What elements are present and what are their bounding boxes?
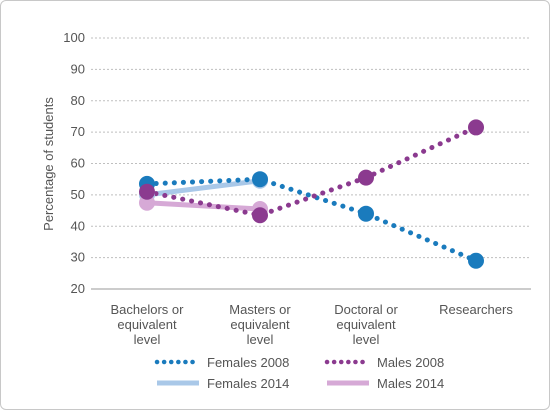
data-point bbox=[252, 171, 268, 188]
y-tick-label: 60 bbox=[71, 156, 85, 171]
category-label: Researchers bbox=[439, 302, 513, 317]
y-tick-label: 20 bbox=[71, 281, 85, 296]
data-point bbox=[139, 183, 155, 200]
y-tick-label: 40 bbox=[71, 218, 85, 233]
legend: Females 2008 Males 2008 Females 2014 Males … bbox=[154, 355, 444, 391]
series-line-females-2014 bbox=[144, 178, 263, 198]
y-axis-ticks: 20 30 40 50 60 70 80 90 100 bbox=[63, 30, 85, 296]
y-tick-label: 90 bbox=[71, 61, 85, 76]
data-point bbox=[139, 194, 155, 211]
y-tick-label: 80 bbox=[71, 93, 85, 108]
series-lines bbox=[144, 124, 479, 264]
data-point bbox=[468, 252, 484, 269]
y-tick-label: 50 bbox=[71, 187, 85, 202]
x-axis-categories: Bachelors or equivalent level Masters or equ… bbox=[111, 302, 514, 347]
gridlines bbox=[91, 37, 531, 290]
series-line-females-2008 bbox=[144, 176, 479, 264]
series-line-males-2014 bbox=[144, 200, 263, 212]
category-label: Masters or equivalent level bbox=[229, 302, 291, 347]
y-tick-label: 30 bbox=[71, 250, 85, 265]
data-point bbox=[252, 207, 268, 224]
data-point bbox=[358, 205, 374, 222]
y-tick-label: 70 bbox=[71, 124, 85, 139]
data-point bbox=[468, 119, 484, 136]
series-line-males-2008 bbox=[144, 124, 479, 218]
data-point bbox=[358, 169, 374, 186]
legend-label: Males 2008 bbox=[377, 355, 444, 370]
data-points bbox=[139, 119, 484, 269]
legend-label: Males 2014 bbox=[377, 376, 444, 391]
y-tick-label: 100 bbox=[63, 30, 85, 45]
legend-label: Females 2014 bbox=[207, 376, 289, 391]
category-label: Doctoral or equivalent level bbox=[334, 302, 398, 347]
y-axis-label: Percentage of students bbox=[41, 97, 56, 231]
category-label: Bachelors or equivalent level bbox=[111, 302, 185, 347]
legend-label: Females 2008 bbox=[207, 355, 289, 370]
